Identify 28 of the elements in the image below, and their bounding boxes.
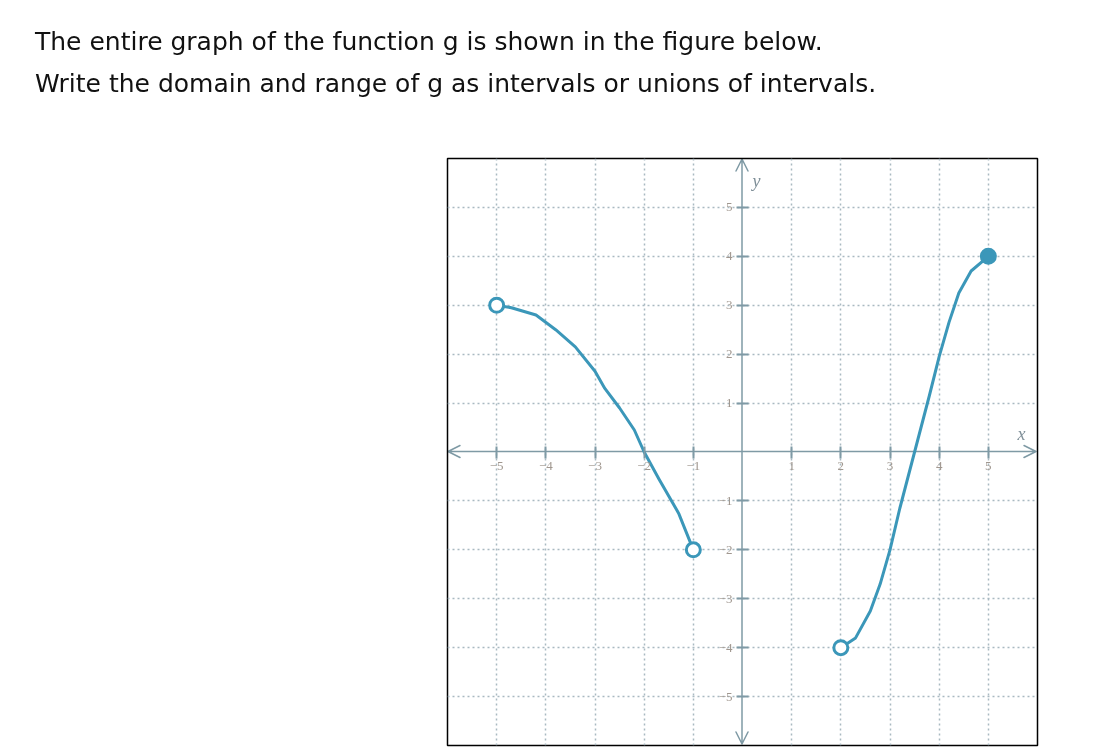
x-tick-label: −5 (489, 458, 504, 473)
chart-subtitle: Write the domain and range of g as intervals or unions of intervals. (35, 69, 877, 98)
point (488, 296, 506, 314)
y-tick-label: −1 (718, 492, 733, 508)
y-tick-label: −5 (718, 688, 733, 704)
y-tick-label: −4 (718, 639, 733, 655)
x-tick-label: −4 (538, 458, 554, 473)
y-tick-label: 2 (726, 346, 733, 362)
point (832, 639, 850, 657)
x-tick-label: −3 (588, 458, 602, 473)
point (684, 541, 702, 559)
point (979, 247, 997, 265)
x-tick-label: 2 (837, 458, 845, 473)
y-tick-label: 4 (726, 248, 733, 264)
y-axis-title: y (750, 170, 761, 191)
y-tick-label: −2 (718, 541, 733, 557)
x-tick-label: 3 (886, 458, 894, 473)
x-tick-label: −1 (686, 458, 701, 473)
y-tick-label: 5 (726, 199, 733, 215)
x-tick-label: 5 (985, 458, 992, 473)
x-axis-title: x (1016, 424, 1026, 444)
x-tick-label: 4 (935, 458, 943, 473)
x-tick-label: −2 (637, 458, 652, 473)
y-tick-label: −3 (718, 590, 733, 606)
y-tick-label: 3 (726, 297, 733, 313)
chart-title: The entire graph of the function g is shown in the figure below. (35, 27, 823, 56)
y-tick-label: 1 (726, 395, 733, 411)
x-tick-label: 1 (788, 458, 795, 473)
